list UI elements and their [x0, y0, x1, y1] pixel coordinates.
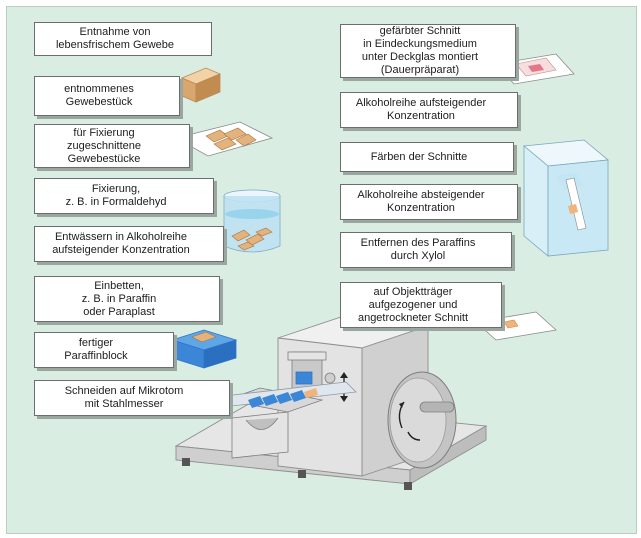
step-microtome-cutting: Schneiden auf Mikrotom mit Stahlmesser [34, 380, 230, 416]
microtome-illustration [174, 315, 488, 490]
paraffin-block-illustration [170, 329, 238, 369]
cut-pieces-illustration [174, 121, 274, 157]
step-mounted-section: gefärbter Schnitt in Eindeckungsmedium u… [340, 24, 516, 78]
step-dehydration: Entwässern in Alkoholreihe aufsteigender… [34, 226, 224, 262]
staining-cuvette-illustration [523, 139, 609, 257]
step-removed-tissue: entnommenes Gewebestück [34, 76, 180, 116]
step-section-on-slide: auf Objektträger aufgezogener und angetr… [340, 282, 502, 328]
step-ascending-alcohol: Alkoholreihe aufsteigender Konzentration [340, 92, 518, 128]
fixation-beaker-illustration [223, 189, 281, 253]
step-embedding: Einbetten, z. B. in Paraffin oder Parapl… [34, 276, 220, 322]
step-tissue-removal: Entnahme von lebensfrischem Gewebe [34, 22, 212, 56]
step-staining: Färben der Schnitte [340, 142, 514, 172]
step-paraffin-block: fertiger Paraffinblock [34, 332, 174, 368]
step-paraffin-removal: Entfernen des Paraffins durch Xylol [340, 232, 512, 268]
step-fixation: Fixierung, z. B. in Formaldehyd [34, 178, 214, 214]
tissue-block-illustration [180, 67, 222, 103]
step-descending-alcohol: Alkoholreihe absteigender Konzentration [340, 184, 518, 220]
step-cut-for-fixation: für Fixierung zugeschnittene Gewebestück… [34, 124, 190, 168]
